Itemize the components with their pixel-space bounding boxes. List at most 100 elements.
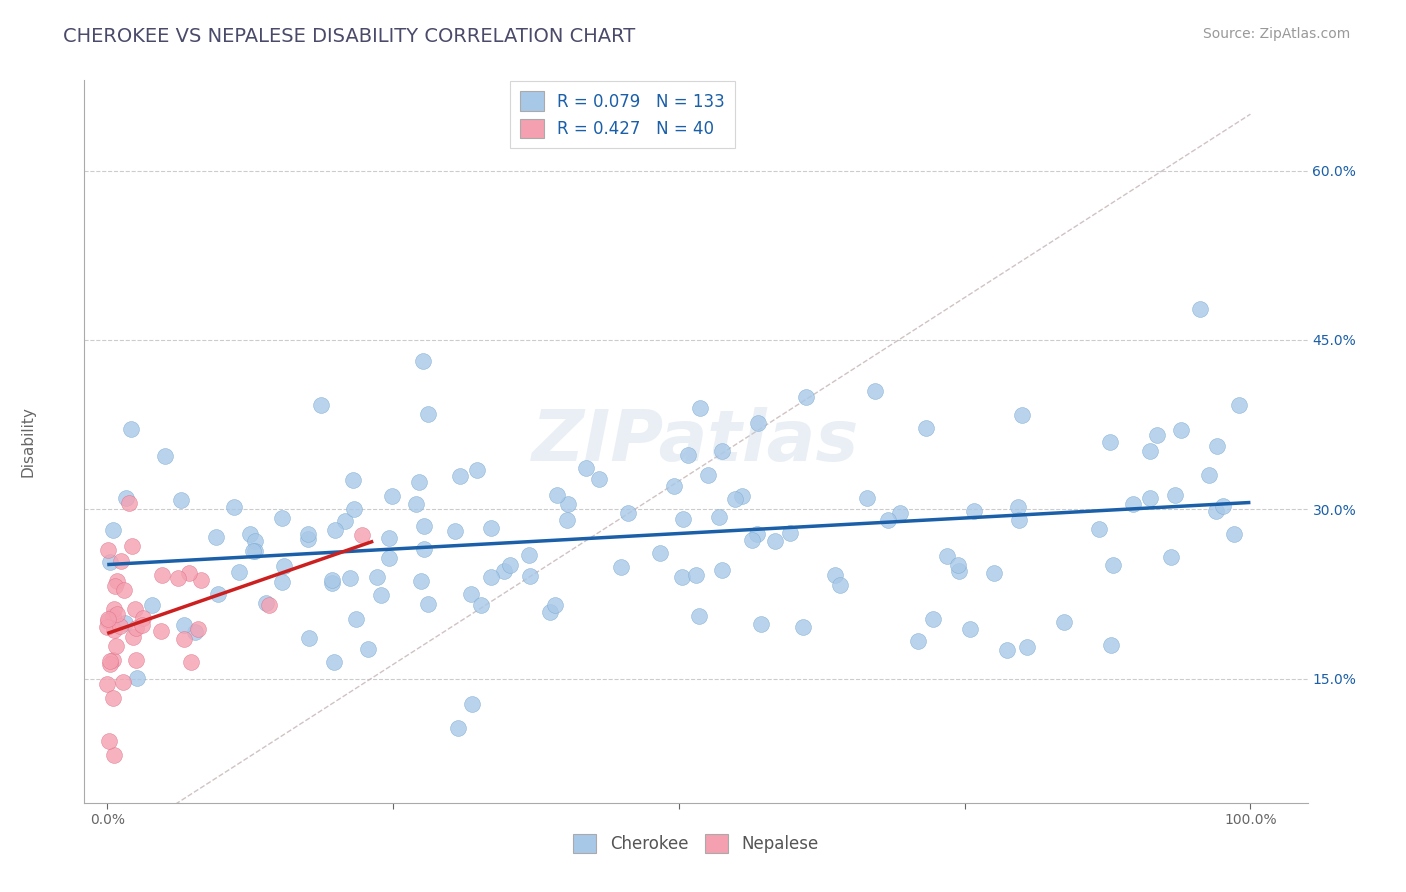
Point [544,598,567,612]
Point [207,587,229,601]
Point [333,514,356,528]
Point [1008,513,1031,527]
Point [672,512,695,526]
Point [309,398,332,412]
Point [110,618,132,632]
Point [749,616,772,631]
Point [127,671,149,685]
Point [222,500,245,514]
Point [1222,526,1244,541]
Point [205,530,228,544]
Point [297,631,319,645]
Point [98,657,121,671]
Point [747,526,769,541]
Point [378,550,401,565]
Point [125,621,148,635]
Point [115,491,138,506]
Point [97,612,120,626]
Point [499,558,522,573]
Point [1170,424,1192,438]
Point [710,563,733,577]
Point [921,612,943,626]
Point [1087,522,1109,536]
Point [1139,444,1161,458]
Point [517,549,540,563]
Point [1139,491,1161,505]
Point [357,641,380,656]
Point [724,491,747,506]
Point [173,618,195,632]
Point [671,570,693,584]
Point [707,510,730,524]
Point [1146,428,1168,442]
Point [946,558,969,573]
Point [124,602,146,616]
Point [322,656,344,670]
Point [344,612,367,626]
Point [98,654,121,668]
Point [1212,499,1234,513]
Point [1198,467,1220,482]
Point [150,567,173,582]
Point [114,616,136,631]
Point [794,390,817,404]
Point [479,569,502,583]
Point [103,748,125,763]
Point [257,598,280,612]
Point [243,544,266,558]
Point [1015,640,1038,654]
Point [120,422,142,436]
Point [1160,549,1182,564]
Point [1122,497,1144,511]
Point [187,622,209,636]
Point [101,524,124,538]
Point [103,580,125,594]
Point [96,620,118,634]
Point [190,574,212,588]
Point [792,620,814,634]
Point [689,401,711,415]
Point [103,691,125,706]
Point [107,607,129,622]
Point [97,542,120,557]
Point [103,624,125,638]
Point [1205,504,1227,518]
Point [131,618,153,632]
Point [588,472,610,486]
Point [112,583,135,598]
Point [339,571,361,585]
Point [616,506,638,520]
Point [105,639,128,653]
Point [321,575,343,590]
Point [167,571,190,585]
Point [321,574,343,588]
Point [270,575,292,590]
Point [173,632,195,646]
Point [370,588,392,602]
Point [465,463,488,477]
Point [763,534,786,549]
Point [907,634,929,648]
Point [273,559,295,574]
Point [153,449,176,463]
Point [1163,488,1185,502]
Point [150,624,173,639]
Point [170,492,193,507]
Text: Source: ZipAtlas.com: Source: ZipAtlas.com [1202,27,1350,41]
Point [245,534,267,549]
Point [1189,302,1212,317]
Point [101,608,124,623]
Point [538,605,561,619]
Point [239,527,262,541]
Point [470,599,492,613]
Point [405,497,427,511]
Point [935,549,957,564]
Point [948,564,970,578]
Point [112,675,135,690]
Point [98,555,121,569]
Point [297,532,319,546]
Point [242,544,264,558]
Point [824,568,846,582]
Point [412,519,434,533]
Point [662,478,685,492]
